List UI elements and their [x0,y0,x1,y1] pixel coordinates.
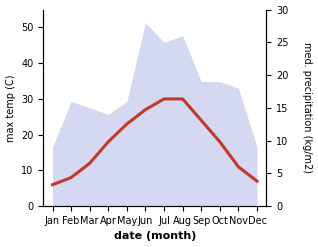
Y-axis label: max temp (C): max temp (C) [5,74,16,142]
X-axis label: date (month): date (month) [114,231,196,242]
Y-axis label: med. precipitation (kg/m2): med. precipitation (kg/m2) [302,42,313,173]
